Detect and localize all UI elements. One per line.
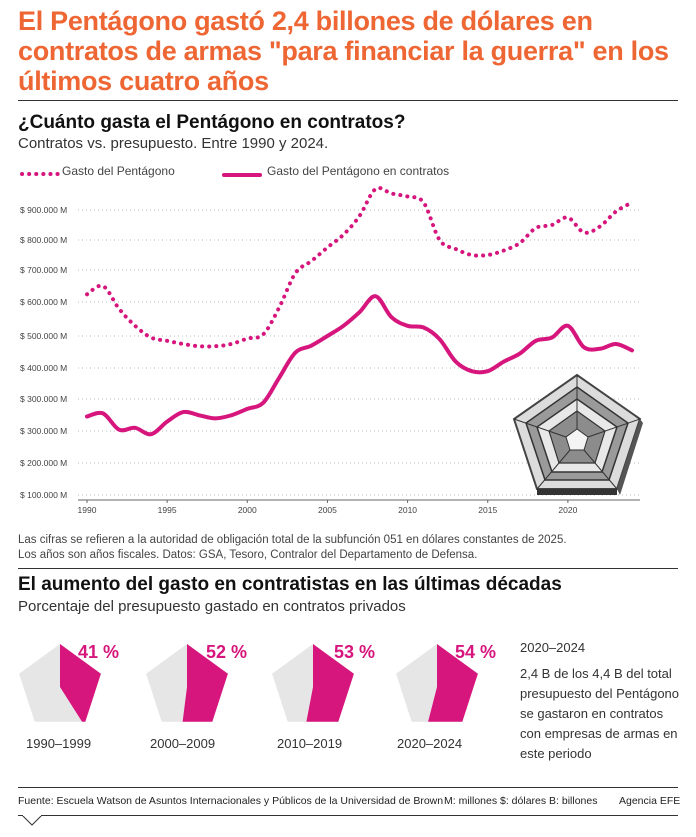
decade-share-wedge [419, 644, 478, 722]
chart-note-1: Las cifras se refieren a la autoridad de… [18, 534, 567, 546]
decade-label-2010: 2010–2019 [277, 736, 343, 751]
x-tick-label: 1990 [78, 505, 97, 515]
y-tick-label: $ 100.000 M [20, 490, 67, 500]
decade-label-2020: 2020–2024 [397, 736, 463, 751]
y-tick-label: $ 800.000 M [20, 235, 67, 245]
pointer-notch-icon [22, 815, 42, 826]
line-chart: $ 100.000 M $ 200.000 M $ 300.000 M $ 300.0… [20, 185, 643, 515]
chart-note-2: Los años son años fiscales. Datos: GSA, … [18, 549, 478, 561]
legend-label-contracts: Gasto del Pentágono en contratos [267, 164, 450, 178]
decade-label-1990: 1990–1999 [26, 736, 92, 751]
y-tick-label: $ 300.000 M [20, 426, 67, 436]
pentagon-building-icon [512, 373, 643, 495]
decade-label-2000: 2000–2009 [150, 736, 216, 751]
x-tick-label: 2020 [558, 505, 577, 515]
side-text: 2,4 B de los 4,4 B del total presupuesto… [520, 666, 680, 761]
decade-pct-2010: 53 % [334, 642, 376, 662]
y-tick-label: $ 400.000 M [20, 363, 67, 373]
side-title: 2020–2024 [520, 640, 586, 655]
x-tick-label: 2005 [318, 505, 337, 515]
legend-swatch-dotted [20, 172, 60, 176]
y-tick-label: $ 700.000 M [20, 265, 67, 275]
footer-rule [18, 787, 678, 788]
decade-pentagon-charts [19, 644, 478, 722]
y-tick-label: $ 300.000 M [20, 394, 67, 404]
section2-subtitle: Porcentaje del presupuesto gastado en co… [18, 598, 406, 615]
footer-agency: Agencia EFE [619, 795, 681, 807]
section-rule [18, 568, 678, 569]
series-line-budget [85, 185, 634, 349]
footer-units: M: millones $: dólares B: billones [444, 795, 598, 807]
x-tick-label: 2015 [478, 505, 497, 515]
legend-label-budget: Gasto del Pentágono [62, 164, 175, 178]
section2-title: El aumento del gasto en contratistas en … [18, 574, 562, 595]
chart-subtitle: Contratos vs. presupuesto. Entre 1990 y … [18, 135, 329, 152]
x-tick-label: 2000 [238, 505, 257, 515]
series-line-contracts [85, 294, 634, 437]
x-tick-label: 2010 [398, 505, 417, 515]
chart-title: ¿Cuánto gasta el Pentágono en contratos? [18, 112, 406, 133]
decade-pct-2000: 52 % [206, 642, 248, 662]
footer-bottom-rule [18, 815, 678, 816]
decade-pct-2020: 54 % [455, 642, 497, 662]
decade-pct-1990: 41 % [78, 642, 120, 662]
x-tick-label: 1995 [158, 505, 177, 515]
decade-share-wedge [178, 644, 228, 722]
headline-rule [18, 100, 678, 101]
y-tick-label: $ 500.000 M [20, 331, 67, 341]
footer-source: Fuente: Escuela Watson de Asuntos Intern… [18, 795, 444, 807]
headline: El Pentágono gastó 2,4 billones de dólar… [18, 6, 669, 96]
decade-share-wedge [300, 644, 354, 722]
y-tick-label: $ 900.000 M [20, 205, 67, 215]
y-tick-label: $ 200.000 M [20, 458, 67, 468]
y-tick-label: $ 600.000 M [20, 297, 67, 307]
legend-swatch-solid [222, 173, 262, 177]
